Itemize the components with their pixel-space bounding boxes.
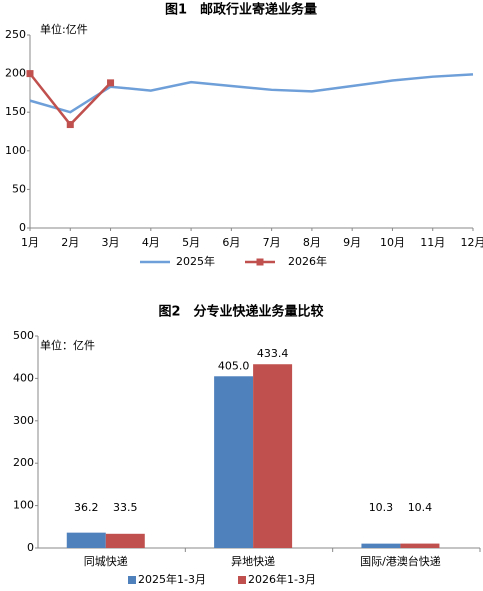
y-tick-label: 300 <box>13 414 34 427</box>
y-tick-label: 400 <box>13 371 34 384</box>
x-tick-label: 2月 <box>61 236 79 249</box>
x-tick-label: 1月 <box>21 236 39 249</box>
bar <box>400 544 439 548</box>
x-tick-label: 6月 <box>222 236 240 249</box>
bar <box>214 376 253 548</box>
value-label: 405.0 <box>218 359 250 372</box>
y-tick-label: 150 <box>5 105 26 118</box>
x-tick-label: 国际/港澳台快递 <box>360 554 441 568</box>
y-tick-label: 250 <box>5 28 26 41</box>
legend-label: 2026年1-3月 <box>248 572 316 586</box>
x-tick-label: 异地快递 <box>231 554 275 568</box>
point-marker <box>67 121 74 128</box>
x-tick-label: 7月 <box>263 236 281 249</box>
point-marker <box>27 70 34 77</box>
x-tick-label: 同城快递 <box>84 554 128 568</box>
value-label: 10.3 <box>369 501 394 514</box>
unit-label: 单位:亿件 <box>40 22 88 36</box>
chart-title: 图2 分专业快递业务量比较 <box>158 304 323 320</box>
x-tick-label: 5月 <box>182 236 200 249</box>
legend-label: 2026年 <box>288 254 327 268</box>
bar <box>253 364 292 548</box>
line-series <box>30 74 111 125</box>
line-series <box>30 74 473 112</box>
y-tick-label: 200 <box>13 456 34 469</box>
bar <box>67 533 106 548</box>
legend-swatch <box>128 576 136 584</box>
x-tick-label: 3月 <box>102 236 120 249</box>
chart-title: 图1 邮政行业寄递业务量 <box>165 2 317 18</box>
x-tick-label: 8月 <box>303 236 321 249</box>
value-label: 33.5 <box>113 501 138 514</box>
bar <box>106 534 145 548</box>
x-tick-label: 10月 <box>380 236 405 249</box>
x-tick-label: 11月 <box>420 236 445 249</box>
value-label: 433.4 <box>257 347 289 360</box>
legend-label: 2025年1-3月 <box>138 572 206 586</box>
y-tick-label: 50 <box>12 182 26 195</box>
y-tick-label: 0 <box>27 541 34 554</box>
value-label: 36.2 <box>74 501 99 514</box>
x-tick-label: 12月 <box>461 236 483 249</box>
point-marker <box>107 79 114 86</box>
y-tick-label: 100 <box>13 499 34 512</box>
unit-label: 单位：亿件 <box>40 338 95 352</box>
legend-swatch <box>238 576 246 584</box>
x-tick-label: 4月 <box>142 236 160 249</box>
y-tick-label: 200 <box>5 67 26 80</box>
y-tick-label: 500 <box>13 329 34 342</box>
legend-label: 2025年 <box>176 254 215 268</box>
y-tick-label: 0 <box>19 221 26 234</box>
x-tick-label: 9月 <box>343 236 361 249</box>
legend-marker <box>257 259 264 266</box>
y-tick-label: 100 <box>5 144 26 157</box>
bar <box>361 544 400 548</box>
value-label: 10.4 <box>408 501 433 514</box>
